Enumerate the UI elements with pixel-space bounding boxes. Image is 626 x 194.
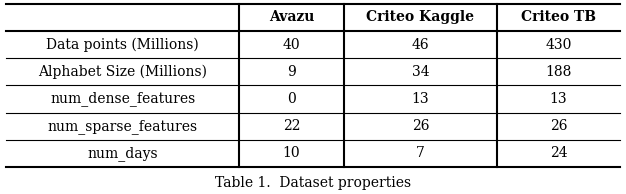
- Text: 22: 22: [283, 119, 300, 133]
- Text: 10: 10: [283, 146, 300, 160]
- Text: 46: 46: [411, 38, 429, 52]
- Text: Alphabet Size (Millions): Alphabet Size (Millions): [38, 65, 207, 79]
- Text: Avazu: Avazu: [269, 10, 314, 24]
- Text: num_sparse_features: num_sparse_features: [48, 119, 198, 133]
- Text: 0: 0: [287, 92, 296, 106]
- Text: num_days: num_days: [88, 146, 158, 161]
- Text: Criteo TB: Criteo TB: [521, 10, 596, 24]
- Text: 40: 40: [283, 38, 300, 52]
- Text: 9: 9: [287, 65, 296, 79]
- Text: 13: 13: [411, 92, 429, 106]
- Text: 188: 188: [545, 65, 572, 79]
- Text: Data points (Millions): Data points (Millions): [46, 37, 199, 52]
- Text: 26: 26: [550, 119, 567, 133]
- Text: 13: 13: [550, 92, 567, 106]
- Text: 26: 26: [412, 119, 429, 133]
- Text: num_dense_features: num_dense_features: [50, 92, 195, 106]
- Text: 34: 34: [411, 65, 429, 79]
- Text: 24: 24: [550, 146, 567, 160]
- Text: Criteo Kaggle: Criteo Kaggle: [366, 10, 475, 24]
- Text: 430: 430: [545, 38, 572, 52]
- Text: 7: 7: [416, 146, 425, 160]
- Text: Table 1.  Dataset properties: Table 1. Dataset properties: [215, 176, 411, 190]
